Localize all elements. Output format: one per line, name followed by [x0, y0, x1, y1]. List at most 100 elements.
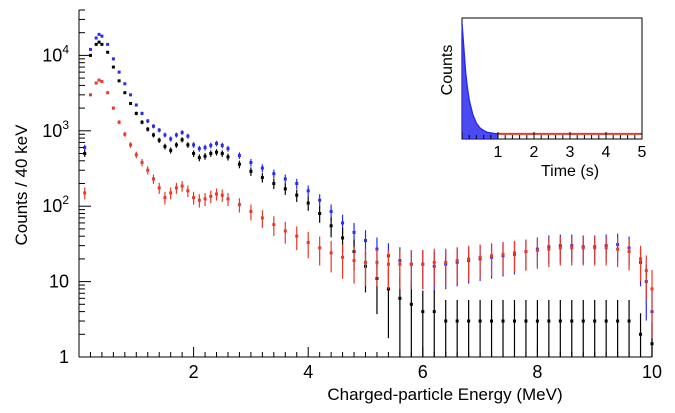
data-point — [593, 246, 597, 250]
data-point — [352, 259, 356, 263]
data-point — [593, 319, 597, 323]
data-point — [117, 120, 121, 124]
data-point — [616, 247, 620, 251]
data-point — [97, 32, 101, 36]
data-point — [329, 224, 333, 228]
data-point — [140, 160, 144, 164]
data-point — [421, 310, 425, 314]
data-point — [215, 192, 219, 196]
data-point — [220, 143, 224, 147]
data-point — [341, 221, 345, 225]
x-tick-label: 4 — [303, 362, 313, 382]
data-point — [106, 50, 110, 54]
inset-line-0 — [461, 23, 499, 135]
data-point — [535, 248, 539, 252]
data-point — [295, 193, 299, 197]
data-point — [524, 250, 528, 254]
data-point — [226, 155, 230, 159]
data-point — [318, 246, 322, 250]
data-point — [169, 137, 173, 141]
data-point — [134, 111, 138, 115]
data-point — [260, 216, 264, 220]
data-point — [203, 154, 207, 158]
inset-frame — [461, 17, 643, 140]
data-point — [490, 254, 494, 258]
data-point — [627, 250, 631, 254]
data-point — [501, 252, 505, 256]
data-point — [106, 42, 110, 46]
data-point — [140, 111, 144, 115]
data-point — [386, 262, 390, 266]
data-point — [186, 143, 190, 147]
data-point — [157, 186, 161, 190]
data-point — [94, 36, 98, 40]
x-tick-label: 10 — [642, 362, 662, 382]
inset-x-tick-label: 1 — [494, 144, 503, 161]
data-point — [490, 319, 494, 323]
data-point — [581, 246, 585, 250]
data-point — [318, 198, 322, 202]
data-point — [117, 79, 121, 83]
data-point — [111, 65, 115, 69]
data-point — [467, 319, 471, 323]
data-point — [375, 260, 379, 264]
data-point — [341, 236, 345, 240]
data-point — [209, 151, 213, 155]
data-point — [146, 119, 150, 123]
inset-x-tick-label: 2 — [530, 144, 539, 161]
data-point — [151, 177, 155, 181]
data-point — [237, 154, 241, 158]
data-point — [306, 241, 310, 245]
data-point — [174, 143, 178, 147]
data-point — [192, 196, 196, 200]
data-point — [197, 198, 201, 202]
data-point — [249, 169, 253, 173]
data-point — [157, 128, 161, 132]
data-point — [169, 191, 173, 195]
data-point — [169, 148, 173, 152]
data-point — [100, 34, 104, 38]
data-point — [650, 287, 654, 291]
data-point — [237, 203, 241, 207]
y-tick-label: 103 — [42, 118, 69, 141]
data-point — [398, 296, 402, 300]
inset-ticks: 1 2 3 4 5 — [461, 132, 647, 161]
data-point — [455, 319, 459, 323]
data-point — [83, 191, 87, 195]
data-point — [197, 156, 201, 160]
main-y-axis-label: Counts / 40 keV — [12, 124, 31, 246]
data-point — [283, 187, 287, 191]
data-point — [215, 150, 219, 154]
data-point — [512, 319, 516, 323]
data-point — [106, 91, 110, 95]
data-point — [272, 172, 276, 176]
data-point — [329, 210, 333, 214]
data-point — [409, 262, 413, 266]
inset-x-tick-label: 3 — [566, 144, 575, 161]
data-point — [639, 257, 643, 261]
y-tick-label: 102 — [42, 193, 69, 216]
data-point — [409, 302, 413, 306]
data-point — [203, 197, 207, 201]
data-point — [186, 189, 190, 193]
data-point — [444, 260, 448, 264]
data-point — [129, 93, 133, 97]
data-point — [146, 127, 150, 131]
series-2 — [83, 78, 654, 339]
data-point — [163, 196, 167, 200]
data-point — [260, 166, 264, 170]
data-point — [306, 189, 310, 193]
data-point — [249, 210, 253, 214]
data-point — [570, 246, 574, 250]
data-point — [226, 147, 230, 151]
inset-x-axis-label: Time (s) — [541, 163, 599, 180]
data-point — [192, 151, 196, 155]
data-point — [260, 176, 264, 180]
x-tick-label: 2 — [189, 362, 199, 382]
x-tick-label: 6 — [418, 362, 428, 382]
data-point — [644, 269, 648, 273]
data-point — [512, 251, 516, 255]
data-point — [604, 246, 608, 250]
data-point — [180, 184, 184, 188]
